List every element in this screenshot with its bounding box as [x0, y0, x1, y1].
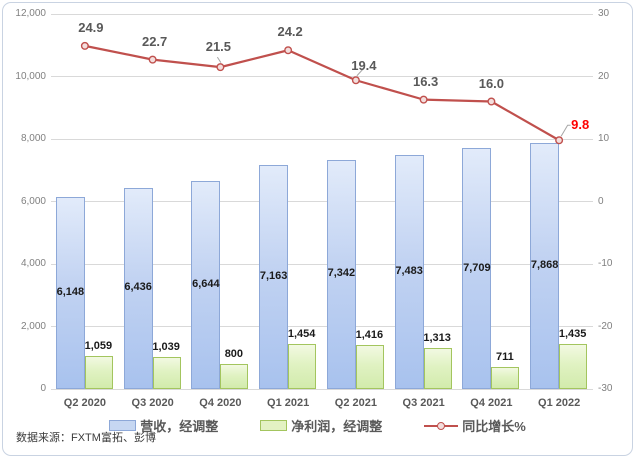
source-note: 数据来源：FXTM富拓、彭博	[16, 432, 156, 444]
netprofit-value-label: 1,313	[423, 331, 451, 344]
revenue-value-label: 7,709	[463, 261, 491, 274]
left-axis-tick-label: 8,000	[20, 133, 46, 144]
right-axis-tick-label: -10	[598, 258, 613, 269]
revenue-value-label: 7,868	[530, 259, 559, 272]
growth-value-label-highlight: 9.8	[571, 117, 590, 133]
revenue-bar	[123, 187, 153, 389]
netprofit-bar	[423, 347, 452, 389]
growth-value-label: 16.0	[478, 75, 505, 91]
revenue-bar	[326, 159, 356, 389]
netprofit-bar	[288, 343, 317, 389]
netprofit-value-label: 1,454	[287, 327, 316, 340]
netprofit-value-label: 1,435	[558, 328, 587, 341]
legend-item-netprofit: 净利润，经调整	[260, 416, 382, 435]
left-axis-tick-label: 12,000	[15, 8, 46, 19]
growth-value-label: 24.2	[277, 24, 303, 40]
revenue-value-label: 6,148	[56, 285, 85, 298]
right-axis-tick-label: 0	[598, 195, 604, 207]
netprofit-value-label: 800	[224, 348, 244, 360]
category-label: Q4 2020	[199, 397, 242, 409]
gridline	[51, 388, 593, 390]
revenue-value-label: 7,483	[395, 265, 423, 278]
category-label: Q1 2021	[267, 397, 310, 409]
legend: 营收，经调整 净利润，经调整 同比增长%	[0, 416, 635, 435]
netprofit-value-label: 1,039	[152, 340, 180, 353]
revenue-value-label: 7,342	[327, 267, 356, 280]
left-axis-tick-label: 2,000	[20, 320, 46, 332]
legend-label-netprofit: 净利润，经调整	[291, 419, 383, 434]
left-axis-tick-label: 6,000	[20, 195, 46, 207]
gridline	[51, 13, 593, 15]
revenue-value-label: 7,163	[259, 270, 288, 283]
legend-item-revenue: 营收，经调整	[109, 416, 218, 435]
growth-line-marker-icon	[424, 420, 459, 431]
revenue-bar	[55, 196, 85, 389]
right-axis-tick-label: -30	[598, 383, 613, 394]
netprofit-bar	[559, 344, 588, 389]
revenue-bar	[191, 181, 221, 389]
netprofit-bar	[84, 355, 113, 389]
legend-item-growth: 同比增长%	[424, 416, 526, 435]
netprofit-value-label: 1,416	[355, 328, 384, 341]
growth-value-label: 21.5	[205, 39, 232, 55]
revenue-bar	[259, 165, 289, 389]
legend-label-growth: 同比增长%	[462, 419, 526, 434]
netprofit-bar	[152, 356, 181, 389]
category-label: Q3 2021	[402, 397, 445, 409]
netprofit-bar	[355, 344, 384, 389]
gridline	[51, 201, 593, 202]
netprofit-value-label: 711	[496, 350, 514, 363]
legend-label-revenue: 营收，经调整	[140, 419, 219, 434]
gridline	[51, 326, 593, 327]
revenue-bar	[394, 155, 424, 389]
left-axis-tick-label: 10,000	[15, 70, 46, 82]
right-axis-tick-label: 10	[598, 133, 610, 144]
netprofit-bar	[220, 364, 249, 389]
gridline	[51, 263, 593, 265]
revenue-value-label: 6,644	[192, 278, 220, 291]
right-axis-tick-label: 30	[598, 8, 610, 19]
left-axis-tick-label: 4,000	[20, 258, 46, 269]
category-label: Q3 2020	[131, 397, 174, 409]
right-axis-tick-label: -20	[598, 320, 613, 332]
growth-value-label: 19.4	[351, 58, 377, 74]
revenue-swatch-icon	[109, 420, 137, 431]
gridline	[51, 138, 593, 140]
category-label: Q1 2022	[538, 397, 581, 409]
category-label: Q2 2021	[334, 397, 377, 409]
growth-value-label: 16.3	[412, 73, 439, 89]
revenue-bar	[530, 143, 560, 389]
netprofit-bar	[491, 366, 520, 389]
growth-value-label: 22.7	[141, 33, 168, 49]
revenue-bar	[462, 148, 492, 389]
left-axis-tick-label: 0	[40, 383, 46, 394]
netprofit-value-label: 1,059	[84, 339, 113, 352]
category-label: Q4 2021	[470, 397, 513, 409]
right-axis-tick-label: 20	[598, 70, 610, 82]
category-label: Q2 2020	[63, 397, 106, 409]
netprofit-swatch-icon	[260, 420, 288, 431]
revenue-value-label: 6,436	[124, 281, 152, 294]
growth-value-label: 24.9	[78, 19, 104, 35]
